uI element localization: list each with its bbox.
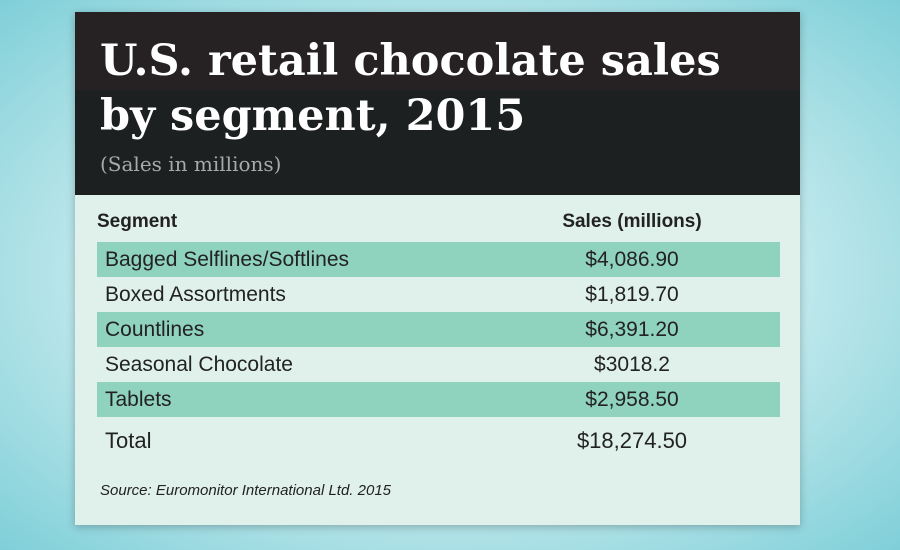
table-row: Seasonal Chocolate $3018.2: [97, 347, 780, 382]
table-row: Tablets $2,958.50: [97, 382, 780, 417]
subtitle: (Sales in millions): [100, 152, 282, 176]
sales: $3018.2: [594, 352, 670, 376]
sales: $6,391.20: [585, 317, 679, 341]
segment: Boxed Assortments: [105, 282, 286, 306]
source: Source: Euromonitor International Ltd. 2…: [100, 482, 392, 499]
segment: Countlines: [105, 317, 205, 341]
segment: Tablets: [105, 387, 172, 411]
sales: $18,274.50: [576, 427, 688, 453]
column-header: Segment: [97, 210, 178, 232]
header: U.S. retail chocolate sales by segment, …: [75, 12, 800, 195]
column-header: Sales (millions): [562, 210, 702, 232]
segment: Seasonal Chocolate: [105, 352, 293, 376]
table-row: Boxed Assortments $1,819.70: [97, 277, 780, 312]
total-row: Total $18,274.50: [97, 423, 780, 458]
segment: Bagged Selflines/Softlines: [105, 247, 349, 271]
sales: $2,958.50: [585, 387, 679, 411]
table-row: Countlines $6,391.20: [97, 312, 780, 347]
segment: Total: [105, 427, 152, 453]
title: U.S. retail chocolate sales by segment, …: [100, 36, 721, 141]
sales: $4,086.90: [585, 247, 679, 271]
card: U.S. retail chocolate sales by segment, …: [75, 12, 800, 525]
table-row: Bagged Selflines/Softlines $4,086.90: [97, 242, 780, 277]
sales: $1,819.70: [585, 282, 679, 306]
header-row: Segment Sales (millions): [97, 204, 780, 239]
